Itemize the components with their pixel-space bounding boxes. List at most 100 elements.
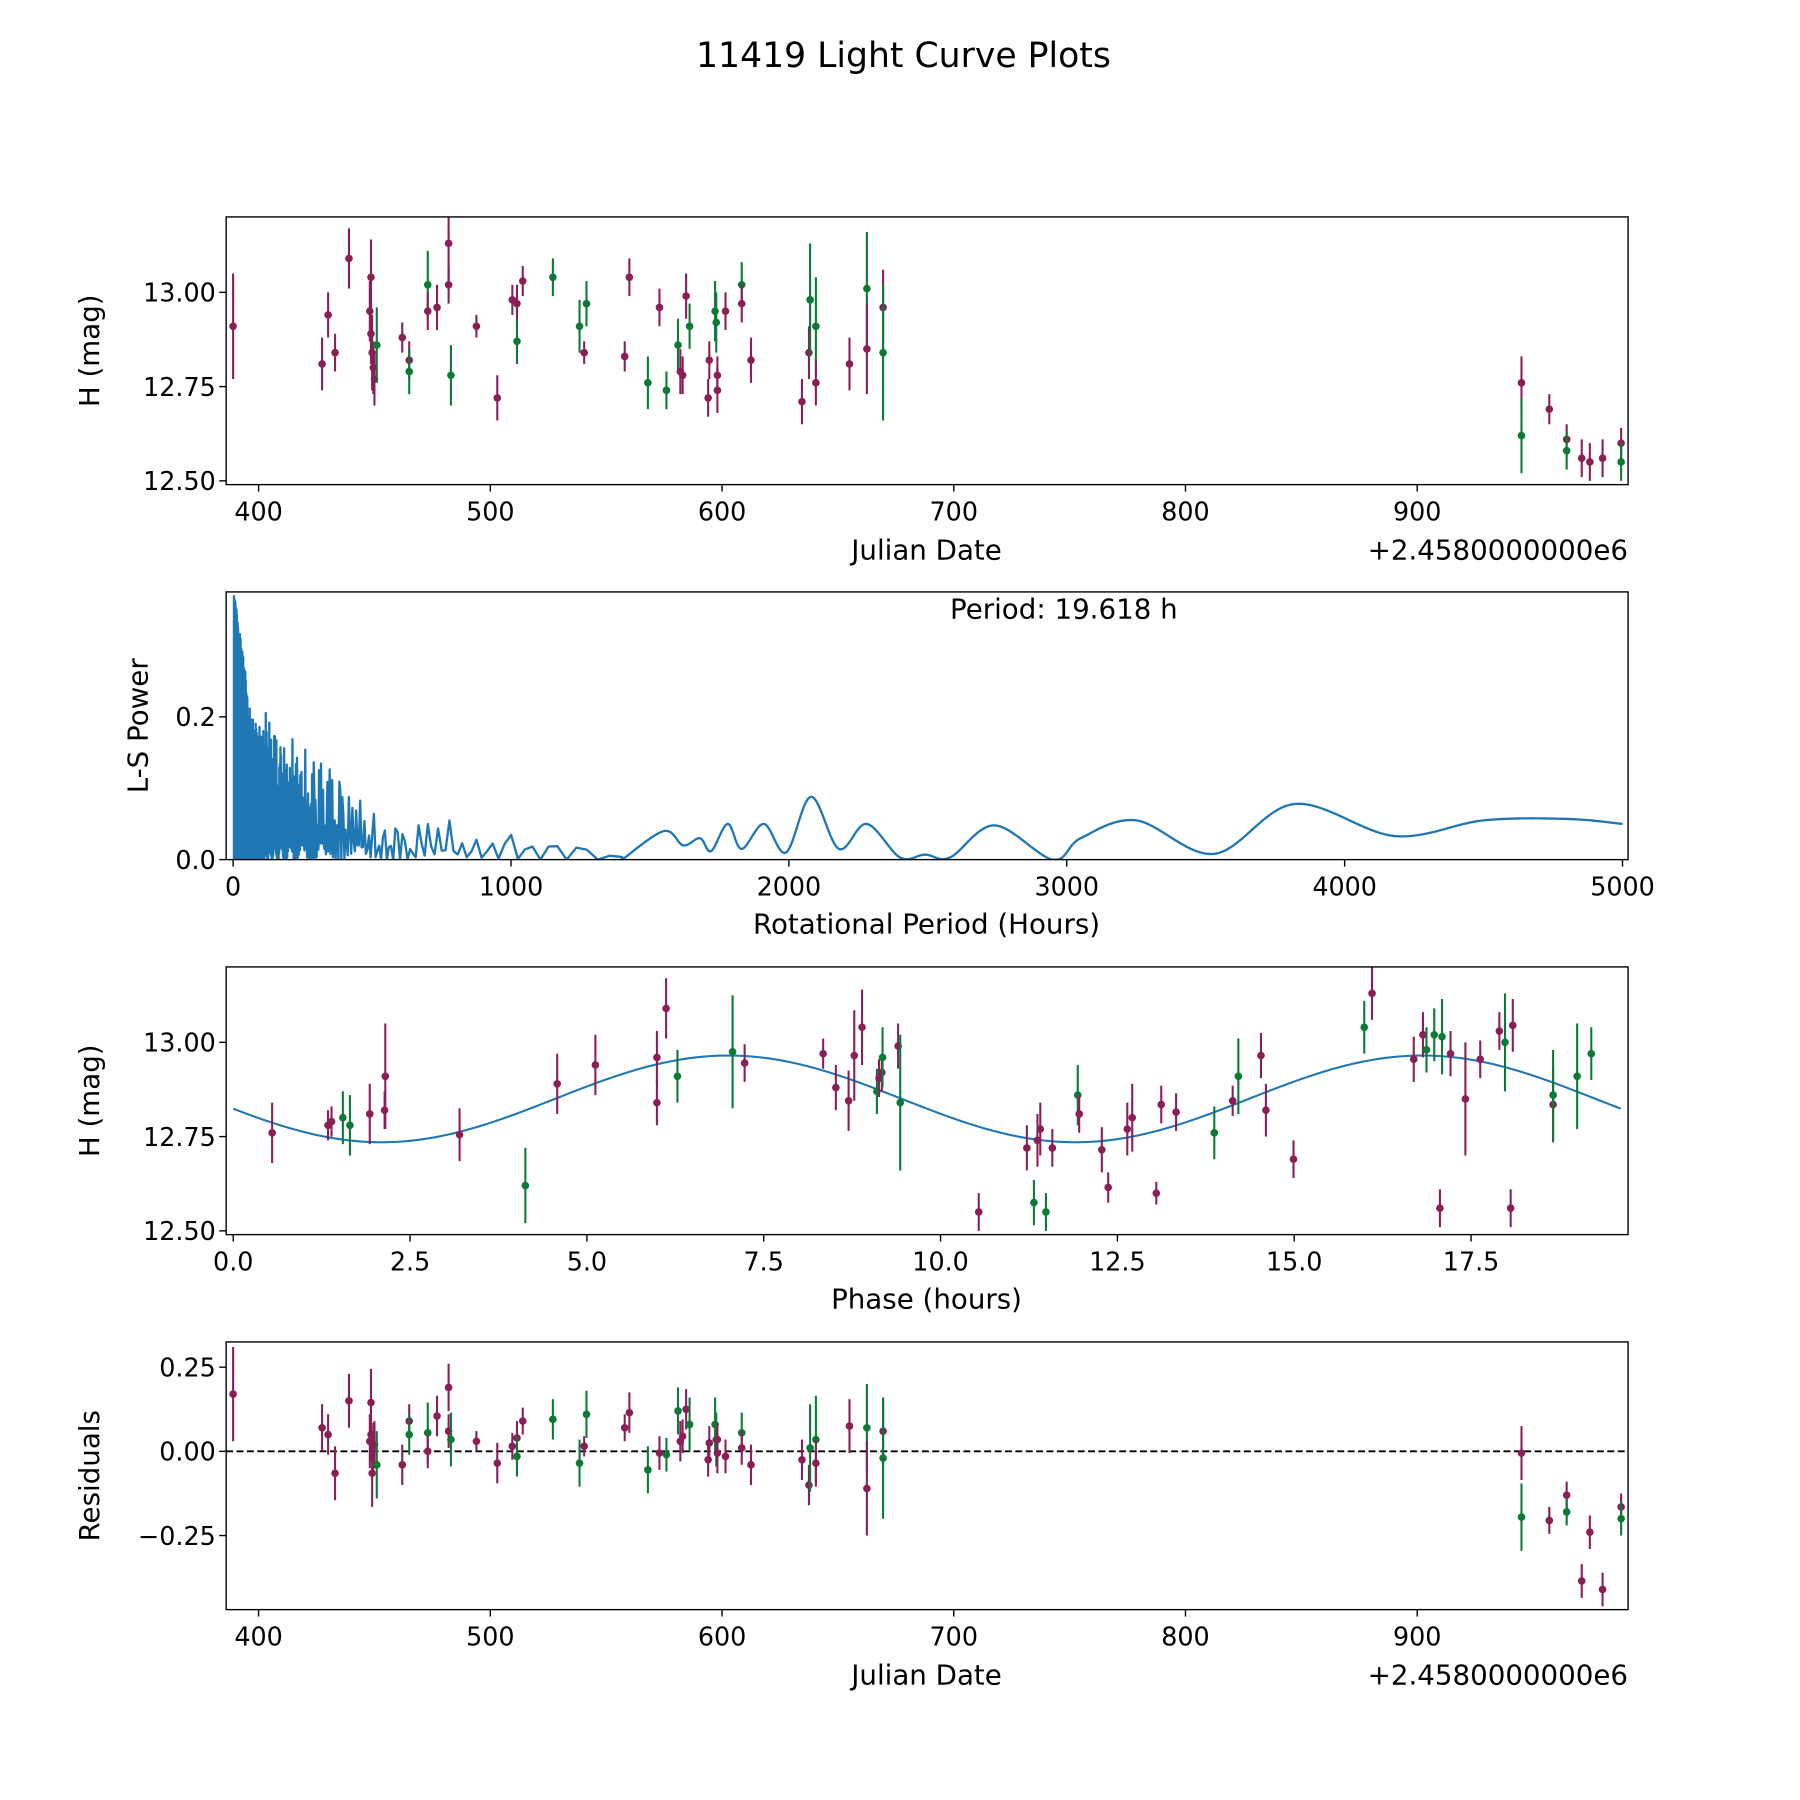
data-point [712, 292, 721, 353]
marker [398, 333, 407, 342]
data-point [324, 1414, 332, 1455]
marker [513, 337, 521, 346]
data-point [1128, 1083, 1137, 1152]
model-fit-curve [232, 1054, 1622, 1144]
data-point [229, 1346, 237, 1442]
marker [1545, 405, 1554, 414]
marker [575, 1459, 584, 1467]
marker [879, 348, 887, 357]
marker [1549, 1091, 1557, 1099]
data-point [1262, 1083, 1270, 1137]
marker [1461, 1095, 1470, 1103]
data-point [678, 1419, 687, 1454]
data-point [444, 265, 453, 304]
data-point [575, 299, 584, 353]
marker [372, 1461, 381, 1469]
data-point [549, 1399, 557, 1440]
marker [508, 1442, 517, 1451]
data-point [472, 314, 481, 338]
marker [381, 1072, 390, 1081]
data-point [1036, 1102, 1045, 1156]
marker [747, 356, 755, 365]
marker [705, 1439, 714, 1447]
marker [704, 394, 712, 402]
marker [405, 367, 414, 376]
marker [832, 1083, 840, 1092]
marker [806, 296, 814, 304]
data-point [863, 1441, 871, 1536]
data-point [1360, 1000, 1369, 1054]
x-tick-label: 15.0 [1266, 1246, 1323, 1276]
data-point [339, 1091, 347, 1145]
marker [229, 322, 237, 331]
marker [798, 397, 806, 406]
marker [1617, 1514, 1625, 1523]
data-point [655, 1436, 664, 1470]
y-axis-label: L-S Power [122, 658, 155, 794]
data-point [1501, 993, 1509, 1092]
marker [625, 1408, 634, 1417]
data-point [268, 1102, 276, 1163]
data-point [863, 303, 871, 395]
marker [1598, 454, 1607, 463]
marker [493, 394, 502, 402]
x-tick-label: 500 [466, 496, 514, 526]
data-point [1446, 1031, 1455, 1077]
marker [806, 1444, 814, 1452]
data-point [1495, 1012, 1504, 1050]
data-point [682, 273, 690, 319]
marker [580, 348, 588, 357]
marker [685, 322, 694, 331]
marker [433, 303, 441, 312]
plot-area [229, 216, 1625, 481]
data-point [1023, 1125, 1031, 1171]
marker [1562, 446, 1571, 455]
data-point [805, 326, 813, 380]
marker [1617, 458, 1625, 466]
y-tick-label: 12.75 [143, 1122, 216, 1152]
marker [620, 352, 629, 361]
data-point [346, 1095, 354, 1156]
x-tick-label: 1000 [479, 871, 544, 901]
marker [1586, 1528, 1594, 1536]
marker [863, 284, 871, 293]
data-point [472, 1431, 481, 1452]
marker [444, 280, 453, 289]
marker [819, 1049, 827, 1058]
x-tick-label: 400 [234, 496, 282, 526]
data-point [1075, 1095, 1083, 1133]
marker [653, 1053, 661, 1062]
data-point [1545, 394, 1554, 425]
data-point [625, 258, 634, 297]
data-point [1617, 443, 1625, 481]
marker [1075, 1110, 1083, 1118]
y-tick-label: 0.25 [159, 1352, 216, 1382]
data-point [674, 318, 682, 372]
data-point [705, 1426, 714, 1460]
data-point [423, 292, 432, 331]
data-point [1506, 1189, 1515, 1228]
data-point [747, 337, 755, 383]
x-tick-label: 5000 [1590, 871, 1655, 901]
data-point [493, 375, 502, 421]
x-axis-label: Julian Date [849, 534, 1002, 567]
marker [678, 1432, 687, 1441]
marker [553, 1079, 561, 1088]
marker [331, 348, 339, 357]
marker [812, 379, 820, 387]
x-tick-label: 400 [234, 1621, 282, 1651]
data-point [345, 228, 353, 289]
data-point [508, 284, 517, 315]
data-point [1517, 1483, 1526, 1551]
x-tick-label: 0.0 [213, 1246, 253, 1276]
marker [591, 1061, 600, 1069]
marker [346, 1121, 354, 1130]
data-point [229, 273, 237, 380]
marker [521, 1181, 530, 1190]
y-tick-label: 0.2 [175, 702, 215, 732]
marker [863, 1484, 871, 1493]
y-tick-label: 12.50 [143, 1216, 216, 1246]
data-point [662, 371, 671, 410]
data-point [398, 322, 407, 353]
